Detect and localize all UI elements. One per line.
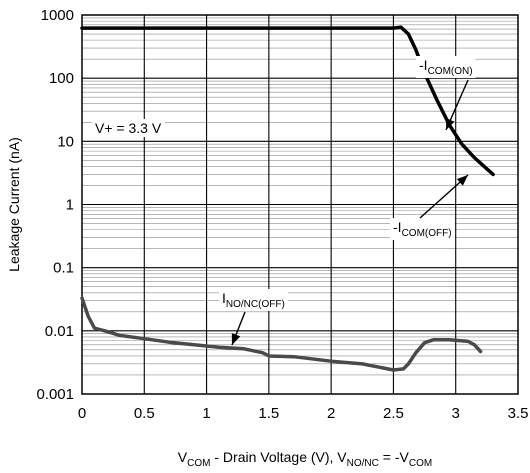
y-tick-label: 10 (57, 133, 74, 150)
ino-off-label: INO/NC(OFF) (222, 290, 285, 310)
vplus-label: V+ = 3.3 V (95, 120, 162, 136)
y-tick-labels: 0.001 0.01 0.1 1 10 100 1000 (36, 7, 74, 403)
x-tick-label: 0.5 (134, 405, 155, 422)
series-line-ino (80, 296, 483, 372)
icom-on-label: -ICOM(ON) (419, 57, 473, 77)
annotation-arrow-head (231, 333, 241, 345)
icom-off-label: -ICOM(OFF) (393, 219, 452, 239)
annotations: V+ = 3.3 V -ICOM(ON) -ICOM(OFF) INO/NC(O… (92, 56, 476, 346)
y-axis-label: Leakage Current (nA) (6, 137, 22, 272)
x-tick-label: 1.5 (258, 405, 279, 422)
icom-on-label-bg (416, 56, 476, 78)
x-tick-labels: 0 0.5 1 1.5 2 2.5 3 3.5 (78, 405, 529, 422)
y-tick-label: 0.001 (36, 386, 74, 403)
x-tick-label: 3 (452, 405, 460, 422)
arrows (231, 79, 469, 346)
annotation-arrow-head (456, 175, 468, 186)
y-tick-label: 0.01 (45, 323, 74, 340)
x-axis-label: VCOM - Drain Voltage (V), VNO/NC = -VCOM (178, 449, 432, 469)
x-tick-label: 3.5 (508, 405, 529, 422)
y-tick-label: 100 (49, 70, 74, 87)
x-tick-label: 0 (78, 405, 86, 422)
icom-off-label-bg (390, 218, 455, 240)
x-tick-label: 2 (327, 405, 335, 422)
y-tick-label: 1 (66, 197, 74, 214)
vplus-label-bg (92, 119, 165, 137)
plot-frame (81, 14, 519, 395)
x-tick-label: 2.5 (383, 405, 404, 422)
annotation-arrow-head (446, 118, 455, 130)
series-line-icom (80, 25, 495, 177)
y-tick-label: 0.1 (53, 260, 74, 277)
x-tick-label: 1 (202, 405, 210, 422)
y-tick-label: 1000 (41, 7, 74, 24)
ino-off-label-bg (219, 289, 288, 311)
